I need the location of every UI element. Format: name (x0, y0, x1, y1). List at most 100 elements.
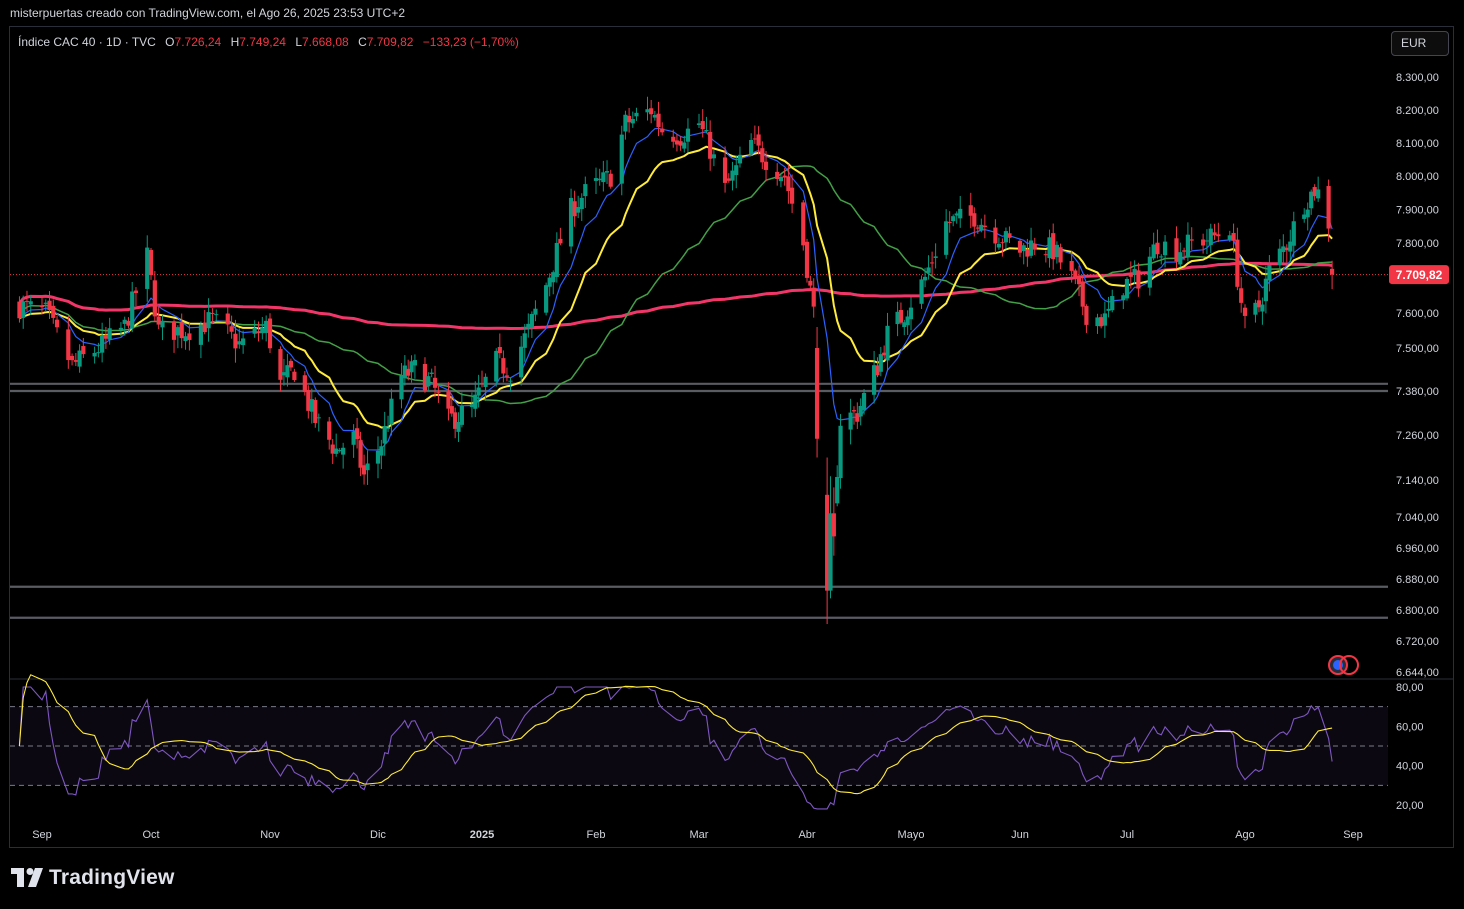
candle-body (790, 187, 795, 204)
candle-body (225, 313, 230, 325)
candle-body (175, 327, 180, 336)
candle-body (77, 350, 82, 367)
time-axis: Sep Oct Nov Dic 2025 Feb Mar Abr Mayo Jun Jul Ago Se… (32, 829, 1363, 841)
time-tick-label: Sep (32, 829, 52, 841)
candle-body (1099, 317, 1104, 327)
candle-body (1095, 317, 1100, 327)
price-tick-label: 8.100,00 (1396, 138, 1439, 150)
candle-body (1080, 281, 1085, 307)
candle-body (1155, 242, 1160, 255)
candle-body (1003, 231, 1009, 243)
candle-body (406, 368, 411, 376)
symbol-name[interactable]: Índice CAC 40 · 1D · TVC (18, 35, 156, 49)
candle-body (187, 333, 192, 340)
chart-attribution: misterpuertas creado con TradingView.com… (10, 6, 406, 20)
price-tick-label: 6.960,00 (1396, 543, 1439, 555)
candle-body (100, 335, 105, 353)
candle-body (497, 346, 502, 354)
candle-body (1185, 234, 1191, 257)
candle-body (804, 241, 810, 278)
rsi-band-layer (10, 678, 1453, 786)
time-tick-label: 2025 (470, 829, 494, 841)
candle-body (1189, 239, 1194, 241)
candle-body (210, 312, 215, 314)
candle-body (711, 154, 716, 159)
candle-body (47, 300, 52, 311)
candle-body (763, 161, 769, 170)
candle-body (861, 392, 867, 411)
rsi-ma-line (18, 674, 1333, 795)
candle-body (583, 184, 588, 197)
time-tick-label: Jul (1120, 829, 1134, 841)
candle-body (160, 321, 165, 328)
moving-averages-layer (18, 127, 1333, 451)
candle-body (1032, 243, 1037, 250)
candle-body (814, 348, 820, 439)
ema-20-line (19, 145, 1333, 429)
candle-body (292, 371, 297, 381)
close-value: 7.709,82 (366, 35, 414, 49)
horizontal-levels-layer (10, 382, 1388, 619)
candle-body (968, 205, 973, 216)
candle-body (1128, 274, 1133, 277)
candle-body (958, 208, 963, 219)
currency-button[interactable]: EUR (1391, 31, 1449, 56)
candle-body (206, 312, 211, 329)
candle-body (1051, 233, 1056, 260)
candle-body (81, 346, 86, 355)
candle-body (365, 463, 370, 471)
price-tick-label: 7.140,00 (1396, 475, 1439, 487)
candle-body (229, 326, 234, 332)
price-tick-label: 6.644,00 (1396, 667, 1439, 679)
event-flags-icon[interactable] (1328, 655, 1359, 675)
candle-body (954, 213, 959, 216)
tradingview-logo[interactable]: TradingView (11, 866, 175, 890)
candle-body (278, 349, 283, 380)
candle-body (446, 391, 451, 409)
candle-body (682, 142, 687, 149)
candle-body (760, 148, 765, 163)
candle-body (831, 513, 836, 537)
candle-body (1326, 186, 1331, 229)
time-tick-label: Feb (587, 829, 606, 841)
candle-body (993, 227, 998, 244)
candle-body (107, 328, 112, 340)
candle-body (1073, 270, 1078, 279)
candle-body (1174, 238, 1179, 262)
candle-body (1212, 232, 1217, 236)
price-tick-label: 7.260,00 (1396, 430, 1439, 442)
candle-body (1231, 232, 1236, 241)
candle-body (933, 256, 938, 258)
candle-body (801, 202, 806, 246)
candle-body (878, 354, 883, 372)
rsi-tick-label: 40,00 (1396, 761, 1424, 773)
candle-body (1263, 278, 1269, 302)
last-price-label-group: 7.709,82 (1389, 265, 1449, 285)
candle-body (645, 109, 650, 113)
candle-body (1281, 246, 1286, 253)
candle-body (126, 320, 131, 326)
candle-body (1267, 265, 1272, 281)
candle-body (671, 136, 676, 142)
symbol-legend[interactable]: Índice CAC 40 · 1D · TVC O7.726,24 H7.74… (18, 35, 519, 49)
candle-body (1124, 278, 1130, 299)
candle-body (547, 277, 552, 287)
candle-body (979, 224, 984, 231)
candle-body (838, 425, 843, 479)
candle-body (811, 287, 816, 307)
candle-body (572, 201, 577, 217)
candle-body (1007, 233, 1012, 238)
candle-body (1316, 189, 1321, 199)
candle-body (330, 444, 335, 454)
candle-body (855, 413, 860, 422)
change-value: −133,23 (−1,70%) (422, 35, 519, 49)
candle-body (1239, 288, 1244, 303)
time-tick-label: Dic (370, 829, 386, 841)
candle-body (202, 322, 207, 333)
candle-body (951, 216, 956, 222)
candle-body (337, 450, 342, 452)
candle-body (544, 285, 549, 313)
candle-body (908, 307, 914, 320)
candle-body (334, 448, 339, 454)
